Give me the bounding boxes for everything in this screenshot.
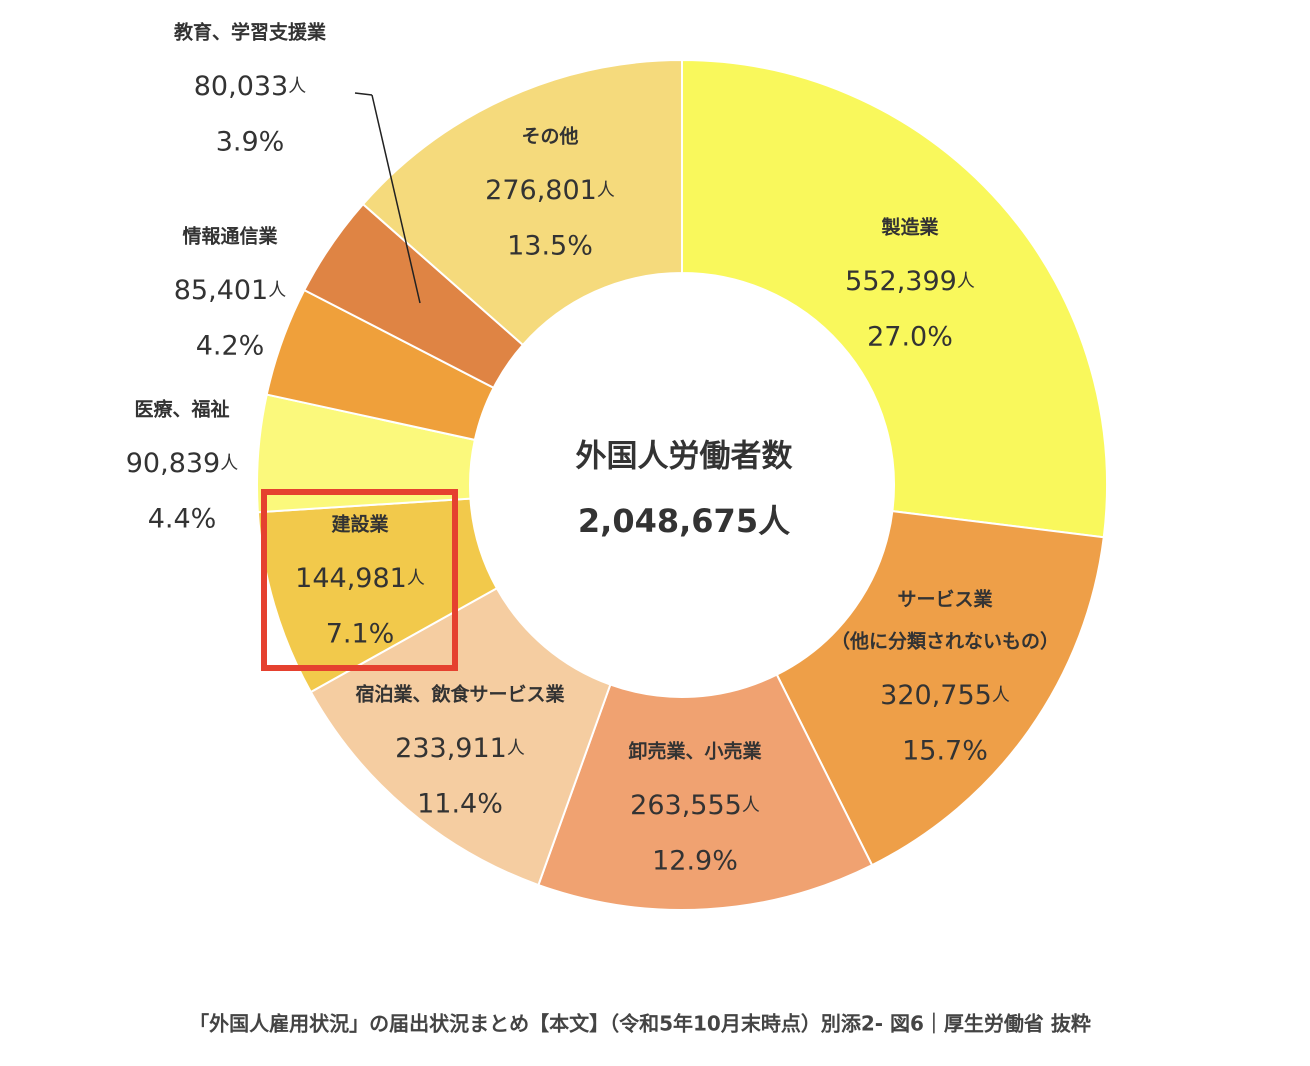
category-label: （他に分類されないもの）	[831, 630, 1059, 653]
unit: 人	[992, 685, 1010, 706]
slice	[361, 58, 683, 347]
category-label: サービス業	[897, 588, 993, 611]
percent-label: 4.4%	[148, 504, 217, 535]
highlight-box	[261, 489, 458, 671]
percent-label: 13.5%	[507, 231, 593, 262]
category-label: 製造業	[880, 216, 939, 239]
percent-label: 4.2%	[196, 331, 265, 362]
unit: 人	[758, 502, 790, 540]
count-label: 276,801人	[485, 175, 615, 206]
slice	[537, 673, 874, 911]
unit: 人	[597, 180, 615, 201]
percent-label: 27.0%	[867, 322, 953, 353]
donut	[256, 58, 1108, 911]
count-label: 263,555人	[630, 790, 760, 821]
count-label: 90,839人	[126, 448, 238, 479]
percent-label: 7.1%	[326, 619, 395, 650]
count-label: 80,033人	[194, 71, 306, 102]
category-label: その他	[521, 125, 578, 148]
unit: 人	[407, 568, 425, 589]
slice	[775, 509, 1105, 867]
value-label: 90,839	[126, 448, 220, 479]
leader-line	[371, 94, 421, 304]
category-label: 医療、福祉	[134, 398, 229, 421]
category-label: 卸売業、小売業	[628, 740, 762, 763]
caption: 「外国人雇用状況」の届出状況まとめ【本文】（令和5年10月末時点）別添2- 図6…	[189, 1012, 1091, 1036]
slice	[681, 58, 1108, 539]
count-label: 320,755人	[880, 680, 1010, 711]
percent-label: 11.4%	[417, 789, 503, 820]
category-label: 情報通信業	[182, 225, 278, 248]
percent-label: 12.9%	[652, 846, 738, 877]
category-label: 建設業	[331, 513, 389, 536]
count-label: 233,911人	[395, 733, 525, 764]
total: 2,048,675	[578, 502, 758, 540]
count-label: 85,401人	[174, 275, 286, 306]
count-label: 144,981人	[295, 563, 425, 594]
count-label: 552,399人	[845, 266, 975, 297]
unit: 人	[507, 738, 525, 759]
percent-label: 3.9%	[216, 127, 285, 158]
center-total: 2,048,675人	[578, 502, 790, 540]
unit: 人	[957, 271, 975, 292]
slice	[309, 586, 612, 887]
unit: 人	[220, 453, 238, 474]
category-label: 教育、学習支援業	[174, 21, 327, 44]
category-label: 宿泊業、飲食サービス業	[355, 683, 565, 706]
value-label: 552,399	[845, 266, 957, 297]
unit: 人	[742, 795, 760, 816]
percent-label: 15.7%	[902, 736, 988, 767]
leader-line	[354, 92, 373, 96]
unit: 人	[288, 76, 306, 97]
value-label: 276,801	[485, 175, 597, 206]
value-label: 263,555	[630, 790, 742, 821]
value-label: 80,033	[194, 71, 288, 102]
unit: 人	[268, 280, 286, 301]
center-title: 外国人労働者数	[576, 439, 793, 475]
value-label: 320,755	[880, 680, 992, 711]
value-label: 233,911	[395, 733, 507, 764]
value-label: 144,981	[295, 563, 407, 594]
value-label: 85,401	[174, 275, 268, 306]
